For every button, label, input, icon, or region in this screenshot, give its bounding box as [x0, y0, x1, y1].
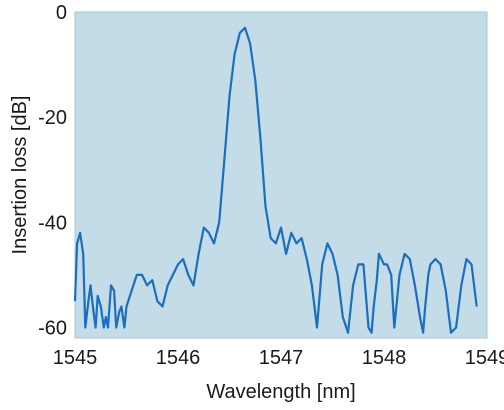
x-tick-label: 1546: [156, 347, 201, 369]
x-tick-label: 1548: [362, 347, 407, 369]
insertion-loss-line: [73, 26, 478, 334]
x-axis-ticks: 1545 1546 1547 1548 1549: [53, 347, 504, 369]
x-tick-label: 1545: [53, 347, 98, 369]
y-tick-label: -20: [38, 107, 67, 129]
x-axis-title: Wavelength [nm]: [206, 381, 355, 403]
y-tick-label: -60: [38, 317, 67, 339]
plot-area: [74, 11, 488, 339]
y-axis-title: Insertion loss [dB]: [9, 96, 31, 255]
y-tick-label: -40: [38, 212, 67, 234]
y-axis-ticks: 0 -20 -40 -60: [38, 2, 67, 339]
y-tick-label: 0: [56, 2, 67, 24]
x-tick-label: 1547: [259, 347, 304, 369]
x-tick-label: 1549: [465, 347, 504, 369]
